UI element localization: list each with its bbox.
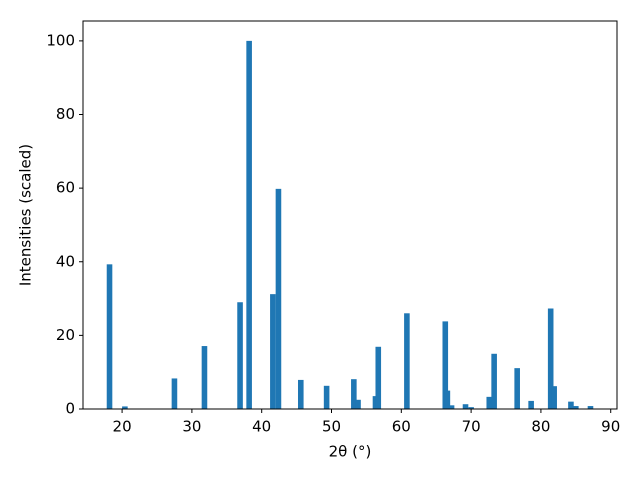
y-axis-label: Intensities (scaled)	[17, 144, 35, 286]
bar	[237, 302, 243, 409]
bar	[246, 40, 252, 409]
bar	[491, 353, 497, 409]
bar	[468, 407, 474, 409]
bar	[106, 264, 113, 409]
y-tick-label: 0	[65, 400, 75, 418]
x-tick-label: 80	[531, 418, 550, 436]
x-tick-label: 70	[462, 418, 481, 436]
bar	[587, 406, 594, 409]
y-tick-label: 40	[56, 252, 75, 270]
y-tick-label: 100	[46, 31, 75, 49]
bar	[528, 400, 534, 409]
y-tick-label: 80	[56, 105, 75, 123]
bar	[404, 313, 410, 409]
bar	[462, 404, 469, 409]
bar	[201, 346, 208, 409]
x-axis-label: 2θ (°)	[329, 443, 372, 461]
bar	[270, 294, 276, 409]
bar	[442, 321, 449, 409]
bar	[297, 379, 304, 409]
bar	[122, 406, 128, 409]
bar	[547, 308, 554, 409]
x-tick-label: 30	[182, 418, 201, 436]
y-tick-label: 20	[56, 326, 75, 344]
bar	[568, 401, 574, 409]
bar	[448, 405, 455, 409]
plot-frame	[82, 20, 618, 410]
bar	[551, 386, 557, 409]
bar	[171, 378, 178, 409]
x-tick-label: 40	[252, 418, 271, 436]
x-tick-label: 90	[601, 418, 620, 436]
x-tick-label: 60	[392, 418, 411, 436]
bar	[355, 399, 361, 409]
bar	[444, 390, 451, 409]
x-tick-label: 20	[113, 418, 132, 436]
y-tick-label: 60	[56, 179, 75, 197]
bar	[514, 368, 520, 409]
bar	[486, 396, 493, 409]
bar	[351, 379, 357, 409]
bar	[573, 406, 579, 409]
bar	[275, 188, 282, 409]
x-tick-label: 50	[322, 418, 341, 436]
bar	[323, 385, 330, 409]
bar	[375, 346, 382, 409]
